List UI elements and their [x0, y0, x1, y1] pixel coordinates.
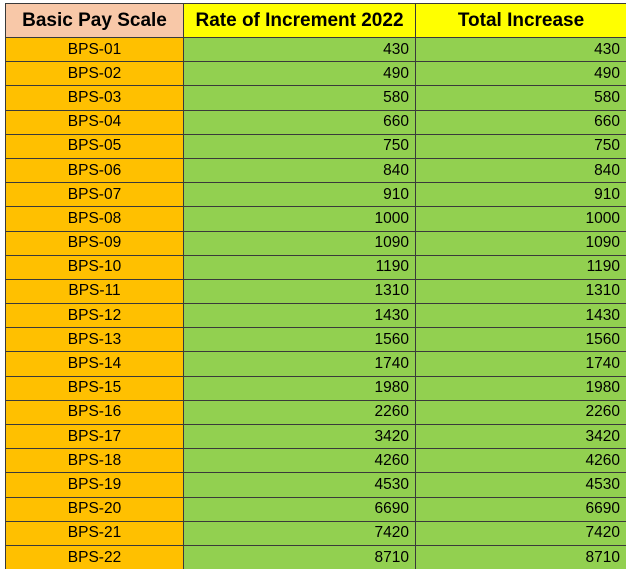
header-rate-of-increment[interactable]: Rate of Increment 2022 — [183, 3, 416, 38]
cell-total-increase[interactable]: 490 — [415, 61, 626, 87]
cell-total-increase[interactable]: 1090 — [415, 230, 626, 256]
cell-rate-of-increment[interactable]: 1740 — [183, 351, 416, 377]
table-row: BPS-01 430 430 — [5, 36, 626, 63]
cell-rate-of-increment[interactable]: 1000 — [183, 206, 416, 232]
cell-total-increase[interactable]: 1430 — [415, 303, 626, 329]
table-row: BPS-10 1190 1190 — [5, 254, 626, 280]
cell-basic-pay-scale[interactable]: BPS-19 — [5, 472, 184, 498]
cell-total-increase[interactable]: 3420 — [415, 423, 626, 450]
cell-basic-pay-scale[interactable]: BPS-07 — [5, 182, 184, 208]
header-basic-pay-scale[interactable]: Basic Pay Scale — [5, 3, 184, 38]
cell-rate-of-increment[interactable]: 1980 — [183, 375, 416, 401]
cell-rate-of-increment[interactable]: 7420 — [183, 520, 416, 546]
cell-basic-pay-scale[interactable]: BPS-03 — [5, 85, 184, 111]
cell-basic-pay-scale[interactable]: BPS-02 — [5, 61, 184, 87]
pay-scale-sheet: Basic Pay Scale Rate of Increment 2022 T… — [5, 3, 626, 569]
cell-rate-of-increment[interactable]: 580 — [183, 85, 416, 111]
table-row: BPS-21 7420 7420 — [5, 520, 626, 546]
cell-rate-of-increment[interactable]: 3420 — [183, 423, 416, 450]
cell-basic-pay-scale[interactable]: BPS-20 — [5, 496, 184, 522]
table-row: BPS-02 490 490 — [5, 61, 626, 87]
table-body: BPS-01 430 430 BPS-02 490 490 BPS-03 580 580 BPS-… — [5, 36, 626, 569]
table-row: BPS-04 660 660 — [5, 109, 626, 135]
cell-total-increase[interactable]: 1190 — [415, 254, 626, 280]
table-header: Basic Pay Scale Rate of Increment 2022 T… — [5, 3, 626, 38]
cell-total-increase[interactable]: 1740 — [415, 351, 626, 377]
cell-basic-pay-scale[interactable]: BPS-14 — [5, 351, 184, 377]
table-row: BPS-07 910 910 — [5, 182, 626, 208]
table-row: BPS-06 840 840 — [5, 157, 626, 184]
cell-rate-of-increment[interactable]: 4260 — [183, 448, 416, 474]
cell-basic-pay-scale[interactable]: BPS-05 — [5, 133, 184, 159]
table-row: BPS-22 8710 8710 — [5, 544, 626, 569]
cell-total-increase[interactable]: 2260 — [415, 399, 626, 426]
table-row: BPS-20 6690 6690 — [5, 496, 626, 522]
cell-basic-pay-scale[interactable]: BPS-22 — [5, 544, 184, 569]
cell-rate-of-increment[interactable]: 750 — [183, 133, 416, 159]
cell-rate-of-increment[interactable]: 490 — [183, 61, 416, 87]
cell-rate-of-increment[interactable]: 2260 — [183, 399, 416, 426]
pay-scale-table: Basic Pay Scale Rate of Increment 2022 T… — [5, 3, 626, 569]
cell-rate-of-increment[interactable]: 4530 — [183, 472, 416, 498]
cell-total-increase[interactable]: 1310 — [415, 278, 626, 305]
cell-total-increase[interactable]: 7420 — [415, 520, 626, 546]
cell-rate-of-increment[interactable]: 8710 — [183, 544, 416, 569]
cell-total-increase[interactable]: 6690 — [415, 496, 626, 522]
table-row: BPS-08 1000 1000 — [5, 206, 626, 232]
table-row: BPS-15 1980 1980 — [5, 375, 626, 401]
table-row: BPS-12 1430 1430 — [5, 303, 626, 329]
cell-rate-of-increment[interactable]: 6690 — [183, 496, 416, 522]
cell-rate-of-increment[interactable]: 660 — [183, 109, 416, 135]
cell-rate-of-increment[interactable]: 1310 — [183, 278, 416, 305]
table-row: BPS-19 4530 4530 — [5, 472, 626, 498]
cell-basic-pay-scale[interactable]: BPS-13 — [5, 327, 184, 353]
header-total-increase[interactable]: Total Increase — [415, 3, 626, 38]
cell-total-increase[interactable]: 840 — [415, 157, 626, 184]
header-row: Basic Pay Scale Rate of Increment 2022 T… — [5, 3, 626, 38]
cell-total-increase[interactable]: 910 — [415, 182, 626, 208]
table-row: BPS-18 4260 4260 — [5, 448, 626, 474]
cell-rate-of-increment[interactable]: 910 — [183, 182, 416, 208]
cell-basic-pay-scale[interactable]: BPS-10 — [5, 254, 184, 280]
cell-basic-pay-scale[interactable]: BPS-12 — [5, 303, 184, 329]
cell-total-increase[interactable]: 1560 — [415, 327, 626, 353]
cell-basic-pay-scale[interactable]: BPS-09 — [5, 230, 184, 256]
cell-basic-pay-scale[interactable]: BPS-21 — [5, 520, 184, 546]
table-row: BPS-13 1560 1560 — [5, 327, 626, 353]
cell-basic-pay-scale[interactable]: BPS-08 — [5, 206, 184, 232]
table-row: BPS-03 580 580 — [5, 85, 626, 111]
cell-total-increase[interactable]: 4260 — [415, 448, 626, 474]
cell-total-increase[interactable]: 1000 — [415, 206, 626, 232]
cell-basic-pay-scale[interactable]: BPS-18 — [5, 448, 184, 474]
cell-total-increase[interactable]: 1980 — [415, 375, 626, 401]
cell-basic-pay-scale[interactable]: BPS-01 — [5, 36, 184, 63]
cell-rate-of-increment[interactable]: 1560 — [183, 327, 416, 353]
cell-total-increase[interactable]: 4530 — [415, 472, 626, 498]
cell-rate-of-increment[interactable]: 840 — [183, 157, 416, 184]
cell-total-increase[interactable]: 8710 — [415, 544, 626, 569]
cell-rate-of-increment[interactable]: 1090 — [183, 230, 416, 256]
table-row: BPS-14 1740 1740 — [5, 351, 626, 377]
cell-basic-pay-scale[interactable]: BPS-04 — [5, 109, 184, 135]
cell-basic-pay-scale[interactable]: BPS-16 — [5, 399, 184, 426]
cell-rate-of-increment[interactable]: 430 — [183, 36, 416, 63]
cell-rate-of-increment[interactable]: 1190 — [183, 254, 416, 280]
cell-basic-pay-scale[interactable]: BPS-06 — [5, 157, 184, 184]
cell-total-increase[interactable]: 660 — [415, 109, 626, 135]
cell-basic-pay-scale[interactable]: BPS-15 — [5, 375, 184, 401]
cell-basic-pay-scale[interactable]: BPS-11 — [5, 278, 184, 305]
table-row: BPS-09 1090 1090 — [5, 230, 626, 256]
cell-total-increase[interactable]: 580 — [415, 85, 626, 111]
cell-total-increase[interactable]: 430 — [415, 36, 626, 63]
table-row: BPS-16 2260 2260 — [5, 399, 626, 426]
cell-total-increase[interactable]: 750 — [415, 133, 626, 159]
table-row: BPS-11 1310 1310 — [5, 278, 626, 305]
cell-basic-pay-scale[interactable]: BPS-17 — [5, 423, 184, 450]
table-row: BPS-05 750 750 — [5, 133, 626, 159]
table-row: BPS-17 3420 3420 — [5, 423, 626, 450]
cell-rate-of-increment[interactable]: 1430 — [183, 303, 416, 329]
